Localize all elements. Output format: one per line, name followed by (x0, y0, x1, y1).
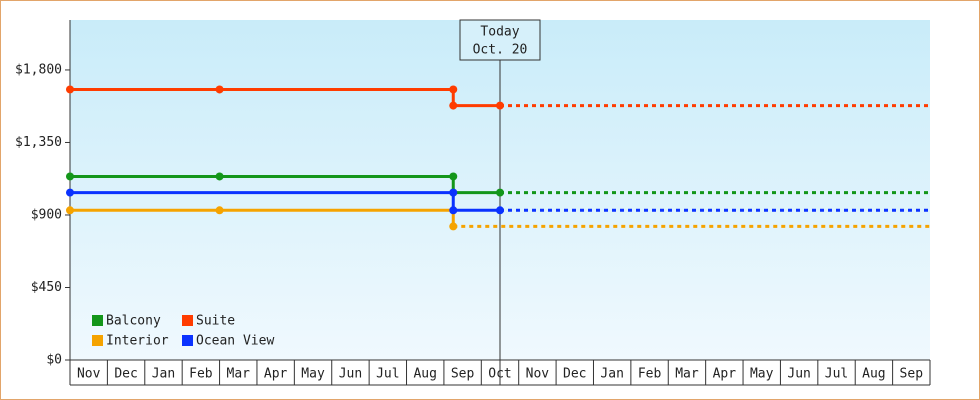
point (449, 188, 458, 197)
legend-swatch (92, 315, 103, 326)
point (66, 188, 74, 197)
point (215, 85, 224, 94)
point (66, 206, 74, 215)
today-box (459, 19, 541, 61)
line (70, 191, 500, 212)
legend-label: Ocean View (196, 334, 274, 349)
y-tick-label: $1,800 (15, 62, 62, 77)
point (215, 206, 224, 215)
x-tick-label: Dec (114, 367, 137, 382)
point (449, 85, 458, 94)
y-tick-label: $900 (31, 207, 62, 222)
legend-label: Suite (196, 314, 235, 329)
x-tick-label: Feb (638, 367, 662, 382)
point (449, 222, 458, 231)
x-tick-label: Dec (563, 367, 586, 382)
y-tick-label: $0 (46, 353, 62, 368)
legend-swatch (182, 335, 193, 346)
x-tick-label: Aug (413, 367, 436, 382)
point (496, 206, 504, 215)
x-tick-label: Jul (825, 367, 848, 382)
today-label: Today (480, 25, 519, 40)
x-tick-label: Mar (675, 367, 699, 382)
x-tick-label: Jan (152, 367, 175, 382)
point (496, 101, 504, 110)
point (215, 172, 224, 181)
point (66, 172, 74, 181)
x-tick-label: Apr (713, 367, 737, 382)
legend-swatch (182, 315, 193, 326)
legend-label: Interior (106, 334, 169, 349)
line (70, 208, 455, 227)
x-tick-label: Sep (900, 367, 924, 382)
x-tick-label: May (750, 367, 774, 382)
x-tick-label: Apr (264, 367, 288, 382)
x-tick-label: Mar (227, 367, 251, 382)
point (66, 85, 74, 94)
point (449, 206, 458, 215)
y-tick-label: $450 (31, 280, 62, 295)
point (449, 101, 458, 110)
point (449, 172, 458, 181)
x-tick-label: Feb (189, 367, 213, 382)
legend-swatch (92, 335, 103, 346)
x-tick-label: Jul (376, 367, 399, 382)
x-tick-label: Nov (77, 367, 101, 382)
point (496, 188, 504, 197)
x-tick-label: Jan (600, 367, 623, 382)
x-tick-label: Aug (862, 367, 885, 382)
today-date: Oct. 20 (473, 43, 528, 58)
x-tick-label: Sep (451, 367, 475, 382)
x-tick-label: Nov (526, 367, 550, 382)
legend-label: Balcony (106, 314, 161, 329)
y-tick-label: $1,350 (15, 135, 62, 150)
x-tick-label: Jun (339, 367, 362, 382)
x-tick-label: May (301, 367, 325, 382)
x-tick-label: Jun (787, 367, 810, 382)
